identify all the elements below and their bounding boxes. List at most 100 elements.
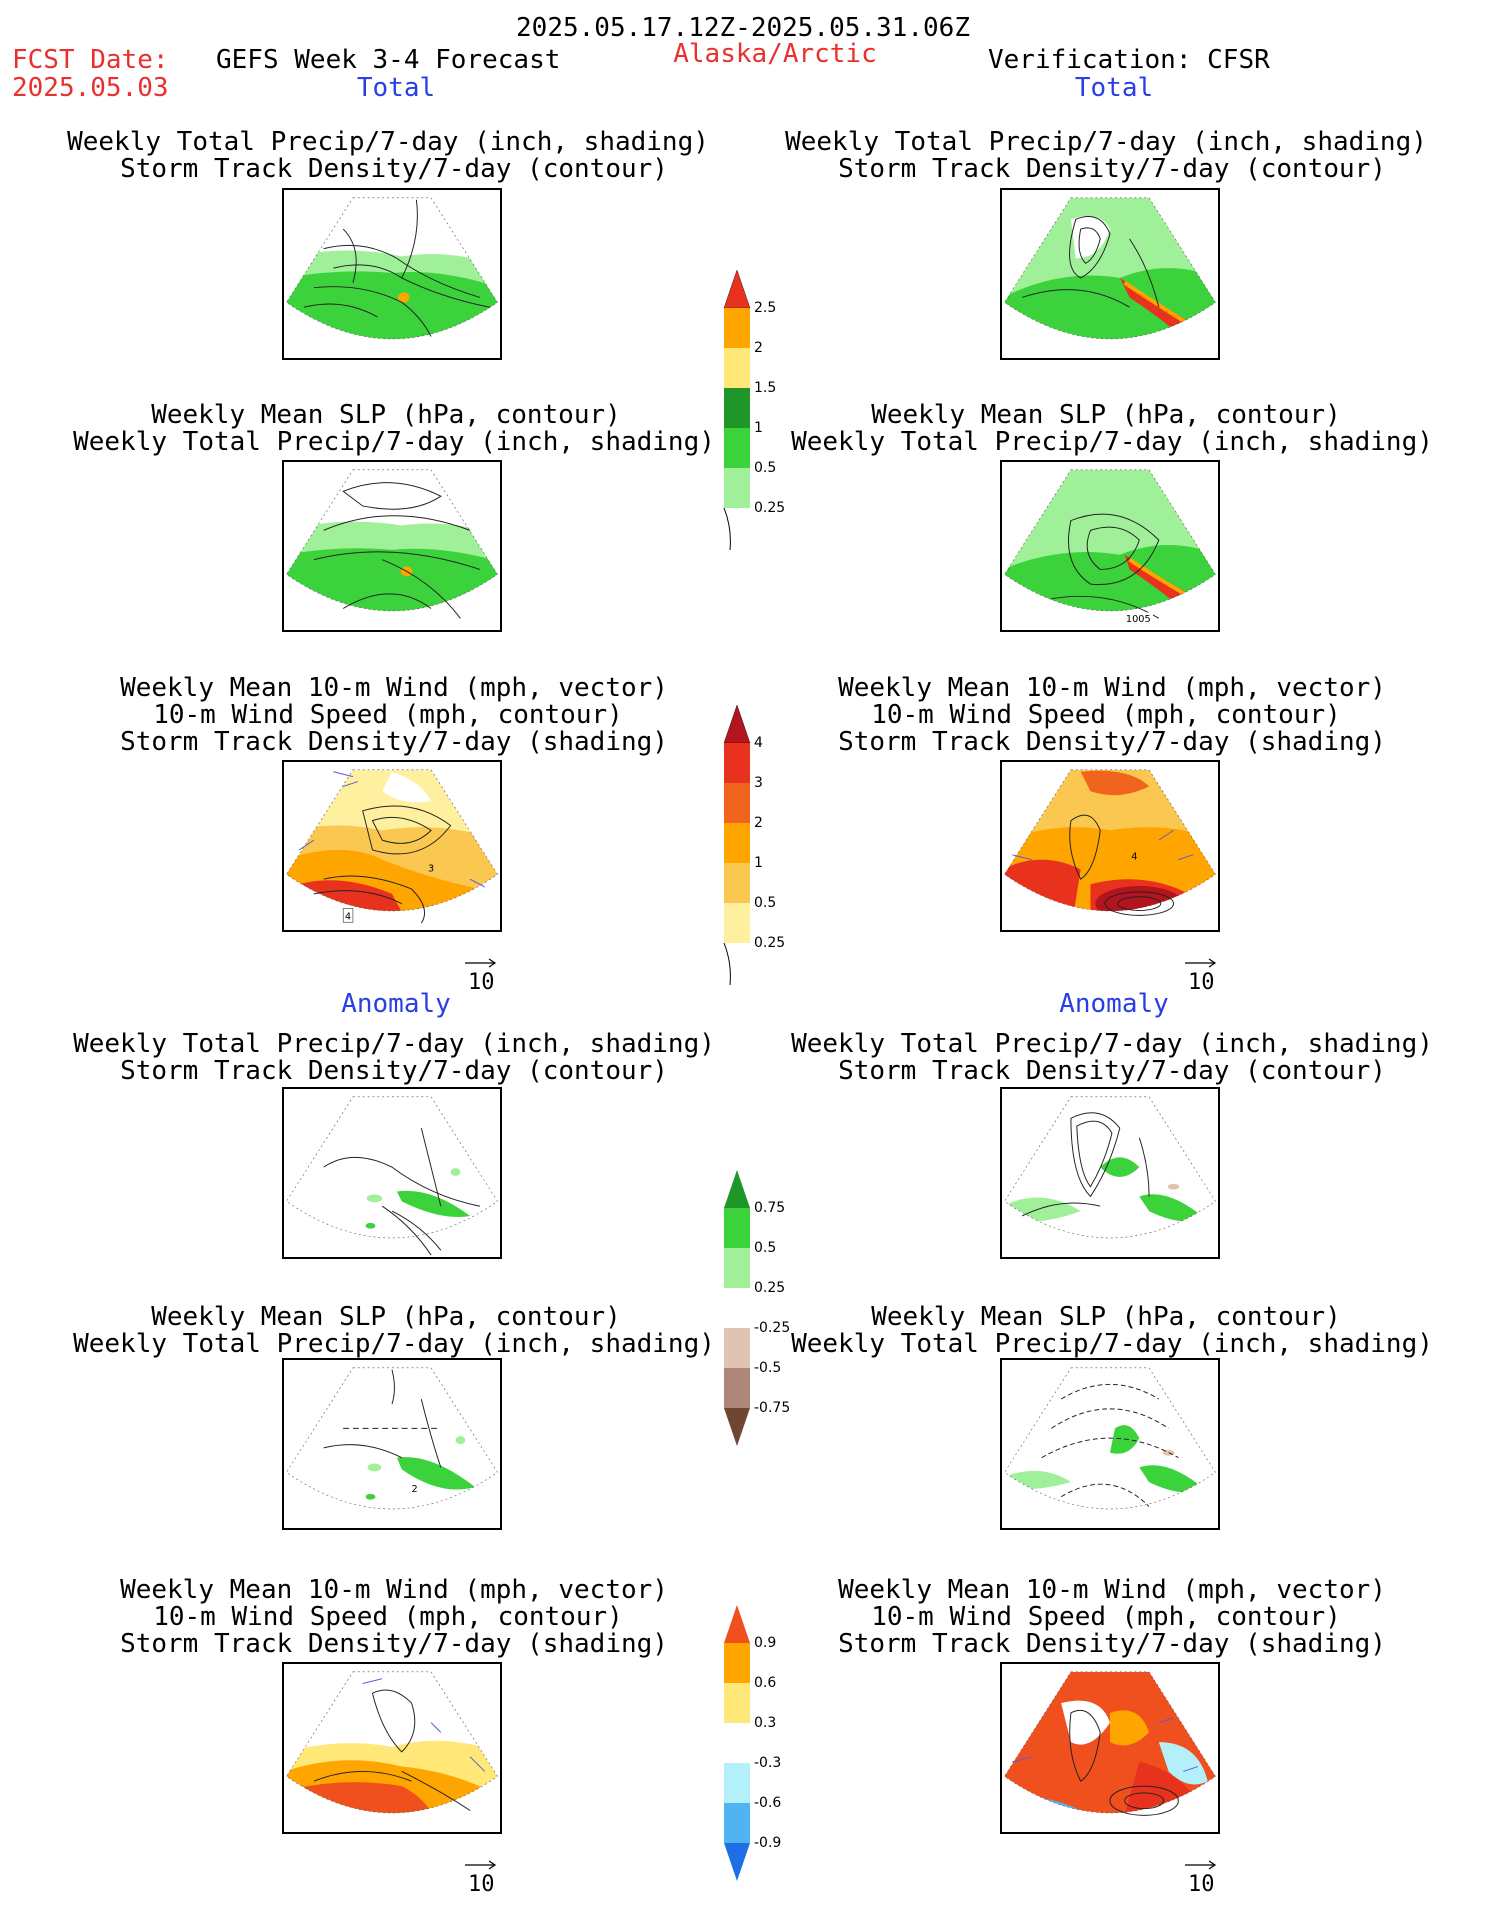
vector-ref-arrow-l6	[463, 1856, 503, 1892]
colorbar-precip-total-segment-3	[724, 388, 750, 428]
map-anom-wind-storm-verification	[1000, 1662, 1220, 1834]
title-r4-a: Weekly Total Precip/7-day (inch, shading…	[791, 1029, 1433, 1059]
region-title: Alaska/Arctic	[673, 39, 877, 69]
colorbar-storm-anom-label: 0.6	[754, 1675, 777, 1691]
title-r5-b: Weekly Total Precip/7-day (inch, shading…	[791, 1329, 1433, 1359]
colorbar-precip-anom-label: 0.5	[754, 1240, 777, 1256]
storm-label-left2: 3	[428, 863, 434, 874]
colorbar-storm-anom-segment-bottom-0	[724, 1763, 750, 1803]
title-l4-a: Weekly Total Precip/7-day (inch, shading…	[73, 1029, 715, 1059]
storm-label-right: 4	[1131, 852, 1137, 863]
colorbar-storm-total-segment-1	[724, 743, 750, 783]
colorbar-precip-anom-segment-bottom-tip	[724, 1408, 750, 1446]
title-l3-b: 10-m Wind Speed (mph, contour)	[153, 700, 623, 730]
colorbar-storm-total-label: 4	[754, 735, 763, 751]
colorbar-storm-anom-label: -0.9	[754, 1835, 782, 1851]
title-r3-b: 10-m Wind Speed (mph, contour)	[871, 700, 1341, 730]
colorbar-storm-anom	[722, 1605, 752, 1890]
title-r1-a: Weekly Total Precip/7-day (inch, shading…	[785, 127, 1427, 157]
colorbar-precip-anom-segment-bottom-1	[724, 1368, 750, 1408]
colorbar-storm-total-segment-2	[724, 783, 750, 823]
colorbar-precip-anom-segment-top-1	[724, 1208, 750, 1248]
vector-ref-arrow-r3	[1183, 954, 1223, 990]
map-total-wind-storm-verification: 4	[1000, 760, 1220, 932]
title-r6-b: 10-m Wind Speed (mph, contour)	[871, 1602, 1341, 1632]
colorbar-precip-anom-label: -0.25	[754, 1320, 791, 1336]
colorbar-storm-total-label: 1	[754, 855, 763, 871]
title-l3-a: Weekly Mean 10-m Wind (mph, vector)	[120, 673, 668, 703]
colorbar-storm-total-label: 0.25	[754, 935, 786, 951]
colorbar-storm-anom-label: 0.9	[754, 1635, 777, 1651]
anom-label: 2	[412, 1484, 418, 1495]
title-l2-a: Weekly Mean SLP (hPa, contour)	[151, 400, 621, 430]
map-total-slp-precip-forecast	[282, 460, 502, 632]
colorbar-precip-anom-segment-top-2	[724, 1248, 750, 1288]
fcst-date: 2025.05.03	[12, 73, 169, 103]
colorbar-precip-total-segment-0	[723, 269, 751, 309]
map-anom-slp-precip-forecast: 2	[282, 1358, 502, 1530]
title-l1-a: Weekly Total Precip/7-day (inch, shading…	[67, 127, 709, 157]
colorbar-precip-anom-label: -0.5	[754, 1360, 782, 1376]
colorbar-precip-anom-label: 0.25	[754, 1280, 786, 1296]
colorbar-storm-anom-segment-bottom-tip	[724, 1843, 750, 1881]
colorbar-precip-total-tail	[723, 507, 731, 551]
colorbar-storm-anom-label: -0.6	[754, 1795, 782, 1811]
colorbar-storm-total-label: 2	[754, 815, 763, 831]
colorbar-precip-total-segment-1	[724, 308, 750, 348]
title-r2-a: Weekly Mean SLP (hPa, contour)	[871, 400, 1341, 430]
colorbar-precip-anom	[722, 1170, 752, 1455]
colorbar-precip-total-label: 0.25	[754, 500, 786, 516]
verification-title: Verification: CFSR	[988, 45, 1270, 75]
colorbar-precip-anom-segment-bottom-0	[724, 1328, 750, 1368]
colorbar-storm-total-segment-3	[724, 823, 750, 863]
period-title: 2025.05.17.12Z-2025.05.31.06Z	[516, 13, 970, 43]
title-r5-a: Weekly Mean SLP (hPa, contour)	[871, 1302, 1341, 1332]
title-l1-b: Storm Track Density/7-day (contour)	[120, 154, 668, 184]
vector-ref-label-l6: 10	[468, 1872, 495, 1897]
colorbar-storm-anom-segment-top-2	[724, 1683, 750, 1723]
section-anomaly-right: Anomaly	[1059, 989, 1169, 1019]
slp-label: 1005	[1126, 614, 1151, 625]
title-r3-c: Storm Track Density/7-day (shading)	[838, 727, 1386, 757]
vector-ref-label-l3: 10	[468, 970, 495, 995]
colorbar-storm-total-segment-5	[724, 903, 750, 943]
map-total-wind-storm-forecast: 4 3	[282, 760, 502, 932]
title-r6-a: Weekly Mean 10-m Wind (mph, vector)	[838, 1575, 1386, 1605]
colorbar-precip-total-label: 0.5	[754, 460, 777, 476]
title-l3-c: Storm Track Density/7-day (shading)	[120, 727, 668, 757]
map-total-precip-storm-verification	[1000, 188, 1220, 360]
map-anom-precip-storm-verification	[1000, 1087, 1220, 1259]
title-l5-a: Weekly Mean SLP (hPa, contour)	[151, 1302, 621, 1332]
colorbar-storm-anom-segment-top-0	[724, 1605, 750, 1643]
title-l6-b: 10-m Wind Speed (mph, contour)	[153, 1602, 623, 1632]
map-total-precip-storm-forecast	[282, 188, 502, 360]
colorbar-precip-total-label: 1	[754, 420, 763, 436]
colorbar-storm-total-segment-4	[724, 863, 750, 903]
vector-ref-arrow-r6	[1183, 1856, 1223, 1892]
fcst-date-label: FCST Date:	[12, 45, 169, 75]
colorbar-precip-total-label: 2	[754, 340, 763, 356]
colorbar-storm-total	[722, 704, 752, 990]
colorbar-storm-total-label: 0.5	[754, 895, 777, 911]
colorbar-precip-anom-label: -0.75	[754, 1400, 791, 1416]
colorbar-precip-total-segment-5	[724, 468, 750, 508]
map-anom-slp-precip-verification	[1000, 1358, 1220, 1530]
title-r2-b: Weekly Total Precip/7-day (inch, shading…	[791, 427, 1433, 457]
section-anomaly-left: Anomaly	[341, 989, 451, 1019]
title-l6-c: Storm Track Density/7-day (shading)	[120, 1629, 668, 1659]
colorbar-storm-total-tail	[723, 942, 731, 986]
colorbar-precip-total-label: 1.5	[754, 380, 777, 396]
colorbar-precip-total	[722, 269, 752, 555]
vector-ref-label-r3: 10	[1188, 970, 1215, 995]
colorbar-storm-anom-label: 0.3	[754, 1715, 777, 1731]
map-anom-wind-storm-forecast	[282, 1662, 502, 1834]
colorbar-precip-total-label: 2.5	[754, 300, 777, 316]
title-l6-a: Weekly Mean 10-m Wind (mph, vector)	[120, 1575, 668, 1605]
title-l2-b: Weekly Total Precip/7-day (inch, shading…	[73, 427, 715, 457]
colorbar-precip-total-segment-2	[724, 348, 750, 388]
colorbar-storm-anom-segment-top-1	[724, 1643, 750, 1683]
title-l5-b: Weekly Total Precip/7-day (inch, shading…	[73, 1329, 715, 1359]
map-total-slp-precip-verification: 1005	[1000, 460, 1220, 632]
vector-ref-arrow-l3	[463, 954, 503, 990]
colorbar-precip-total-segment-4	[724, 428, 750, 468]
